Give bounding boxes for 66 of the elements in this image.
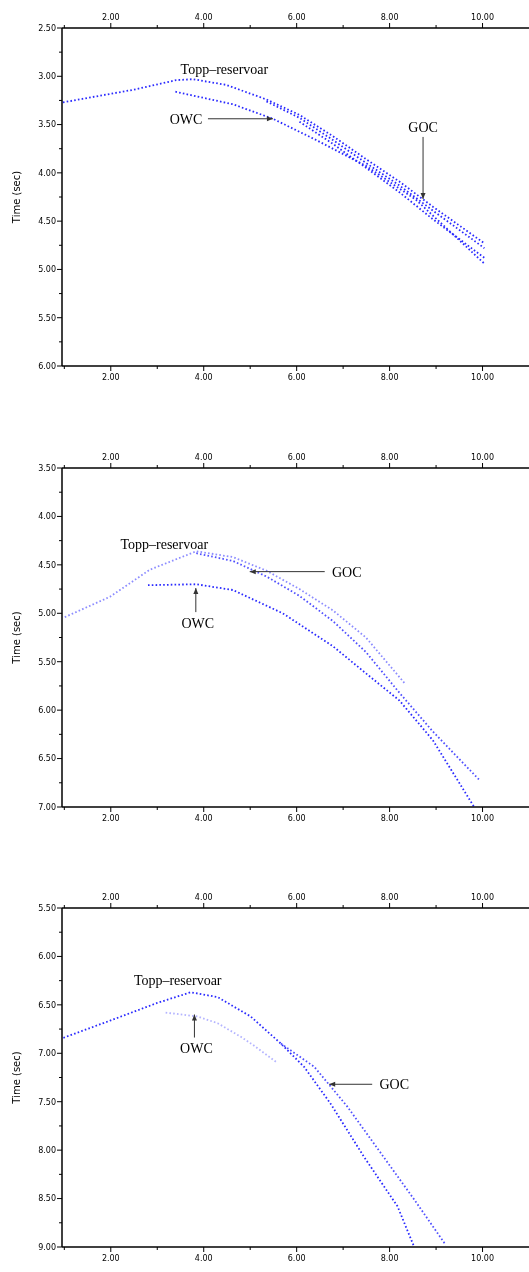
annotation: OWC [180, 1041, 213, 1057]
y-axis-title: Time (sec) [11, 1051, 22, 1105]
x-tick-label: 10.00 [471, 13, 494, 22]
annotation: OWC [169, 111, 203, 127]
y-tick-label: 2.50 [38, 23, 56, 33]
x2-tick-label: 6.00 [287, 373, 306, 382]
y-tick-label: 7.50 [38, 1097, 56, 1107]
y-tick-label: 6.50 [38, 1000, 56, 1010]
y-tick-label: 5.50 [38, 313, 56, 323]
x2-tick-label: 8.00 [380, 814, 399, 823]
y-axis-title: Time (sec) [11, 170, 22, 225]
x-tick-label: 4.00 [194, 13, 213, 22]
y-tick-label: 5.00 [38, 609, 56, 619]
x2-tick-label: 4.00 [194, 373, 213, 382]
x-tick-label: 4.00 [194, 453, 213, 462]
annotation: GOC [408, 119, 438, 135]
y-tick-label: 3.50 [38, 120, 56, 130]
y-tick-label: 8.00 [38, 1145, 56, 1155]
x-tick-label: 10.00 [471, 453, 494, 462]
annotation: GOC [379, 1077, 409, 1093]
x-tick-label: 2.00 [101, 13, 120, 22]
x2-tick-label: 2.00 [101, 1254, 120, 1263]
y-tick-label: 6.00 [38, 361, 56, 371]
x-tick-label: 6.00 [287, 893, 306, 902]
x2-tick-label: 4.00 [194, 1254, 213, 1263]
x-tick-label: 6.00 [287, 13, 306, 22]
y-tick-label: 5.50 [38, 903, 56, 913]
y-tick-label: 6.00 [38, 952, 56, 962]
annotation: GOC [331, 564, 362, 580]
annotation: OWC [181, 616, 215, 631]
x-tick-label: 2.00 [101, 453, 120, 462]
x2-tick-label: 4.00 [194, 814, 213, 823]
y-tick-label: 4.00 [38, 168, 56, 178]
y-tick-label: 7.00 [38, 1049, 56, 1059]
y-tick-label: 7.00 [38, 802, 56, 812]
y-tick-label: 4.00 [38, 512, 56, 522]
x-tick-label: 2.00 [101, 893, 120, 902]
annotation: Topp–reservoar [133, 973, 222, 989]
x2-tick-label: 2.00 [101, 373, 120, 382]
x-tick-label: 8.00 [380, 453, 399, 462]
x-tick-label: 8.00 [380, 13, 399, 22]
x2-tick-label: 10.00 [471, 373, 494, 382]
y-tick-label: 3.00 [38, 72, 56, 82]
y-tick-label: 9.00 [38, 1242, 56, 1252]
y-tick-label: 5.50 [38, 657, 56, 667]
x2-tick-label: 10.00 [471, 1254, 494, 1263]
x2-tick-label: 6.00 [287, 1254, 306, 1263]
y-tick-label: 4.50 [38, 216, 56, 226]
annotation: Topp–reservoar [120, 537, 209, 553]
y-tick-label: 4.50 [38, 560, 56, 570]
x2-tick-label: 6.00 [287, 814, 306, 823]
y-tick-label: 8.50 [38, 1194, 56, 1204]
x-tick-label: 10.00 [471, 893, 494, 902]
x2-tick-label: 8.00 [380, 1254, 399, 1263]
y-axis-title: Time (sec) [11, 611, 22, 665]
y-tick-label: 5.00 [38, 265, 56, 275]
y-tick-label: 3.50 [38, 463, 56, 473]
x-tick-label: 8.00 [380, 893, 399, 902]
x-tick-label: 6.00 [287, 453, 306, 462]
x2-tick-label: 10.00 [471, 814, 494, 823]
y-tick-label: 6.00 [38, 705, 56, 715]
x2-tick-label: 8.00 [380, 373, 399, 382]
x2-tick-label: 2.00 [101, 814, 120, 823]
annotation: Topp–reservoar [180, 62, 269, 78]
y-tick-label: 6.50 [38, 754, 56, 764]
x-tick-label: 4.00 [194, 893, 213, 902]
